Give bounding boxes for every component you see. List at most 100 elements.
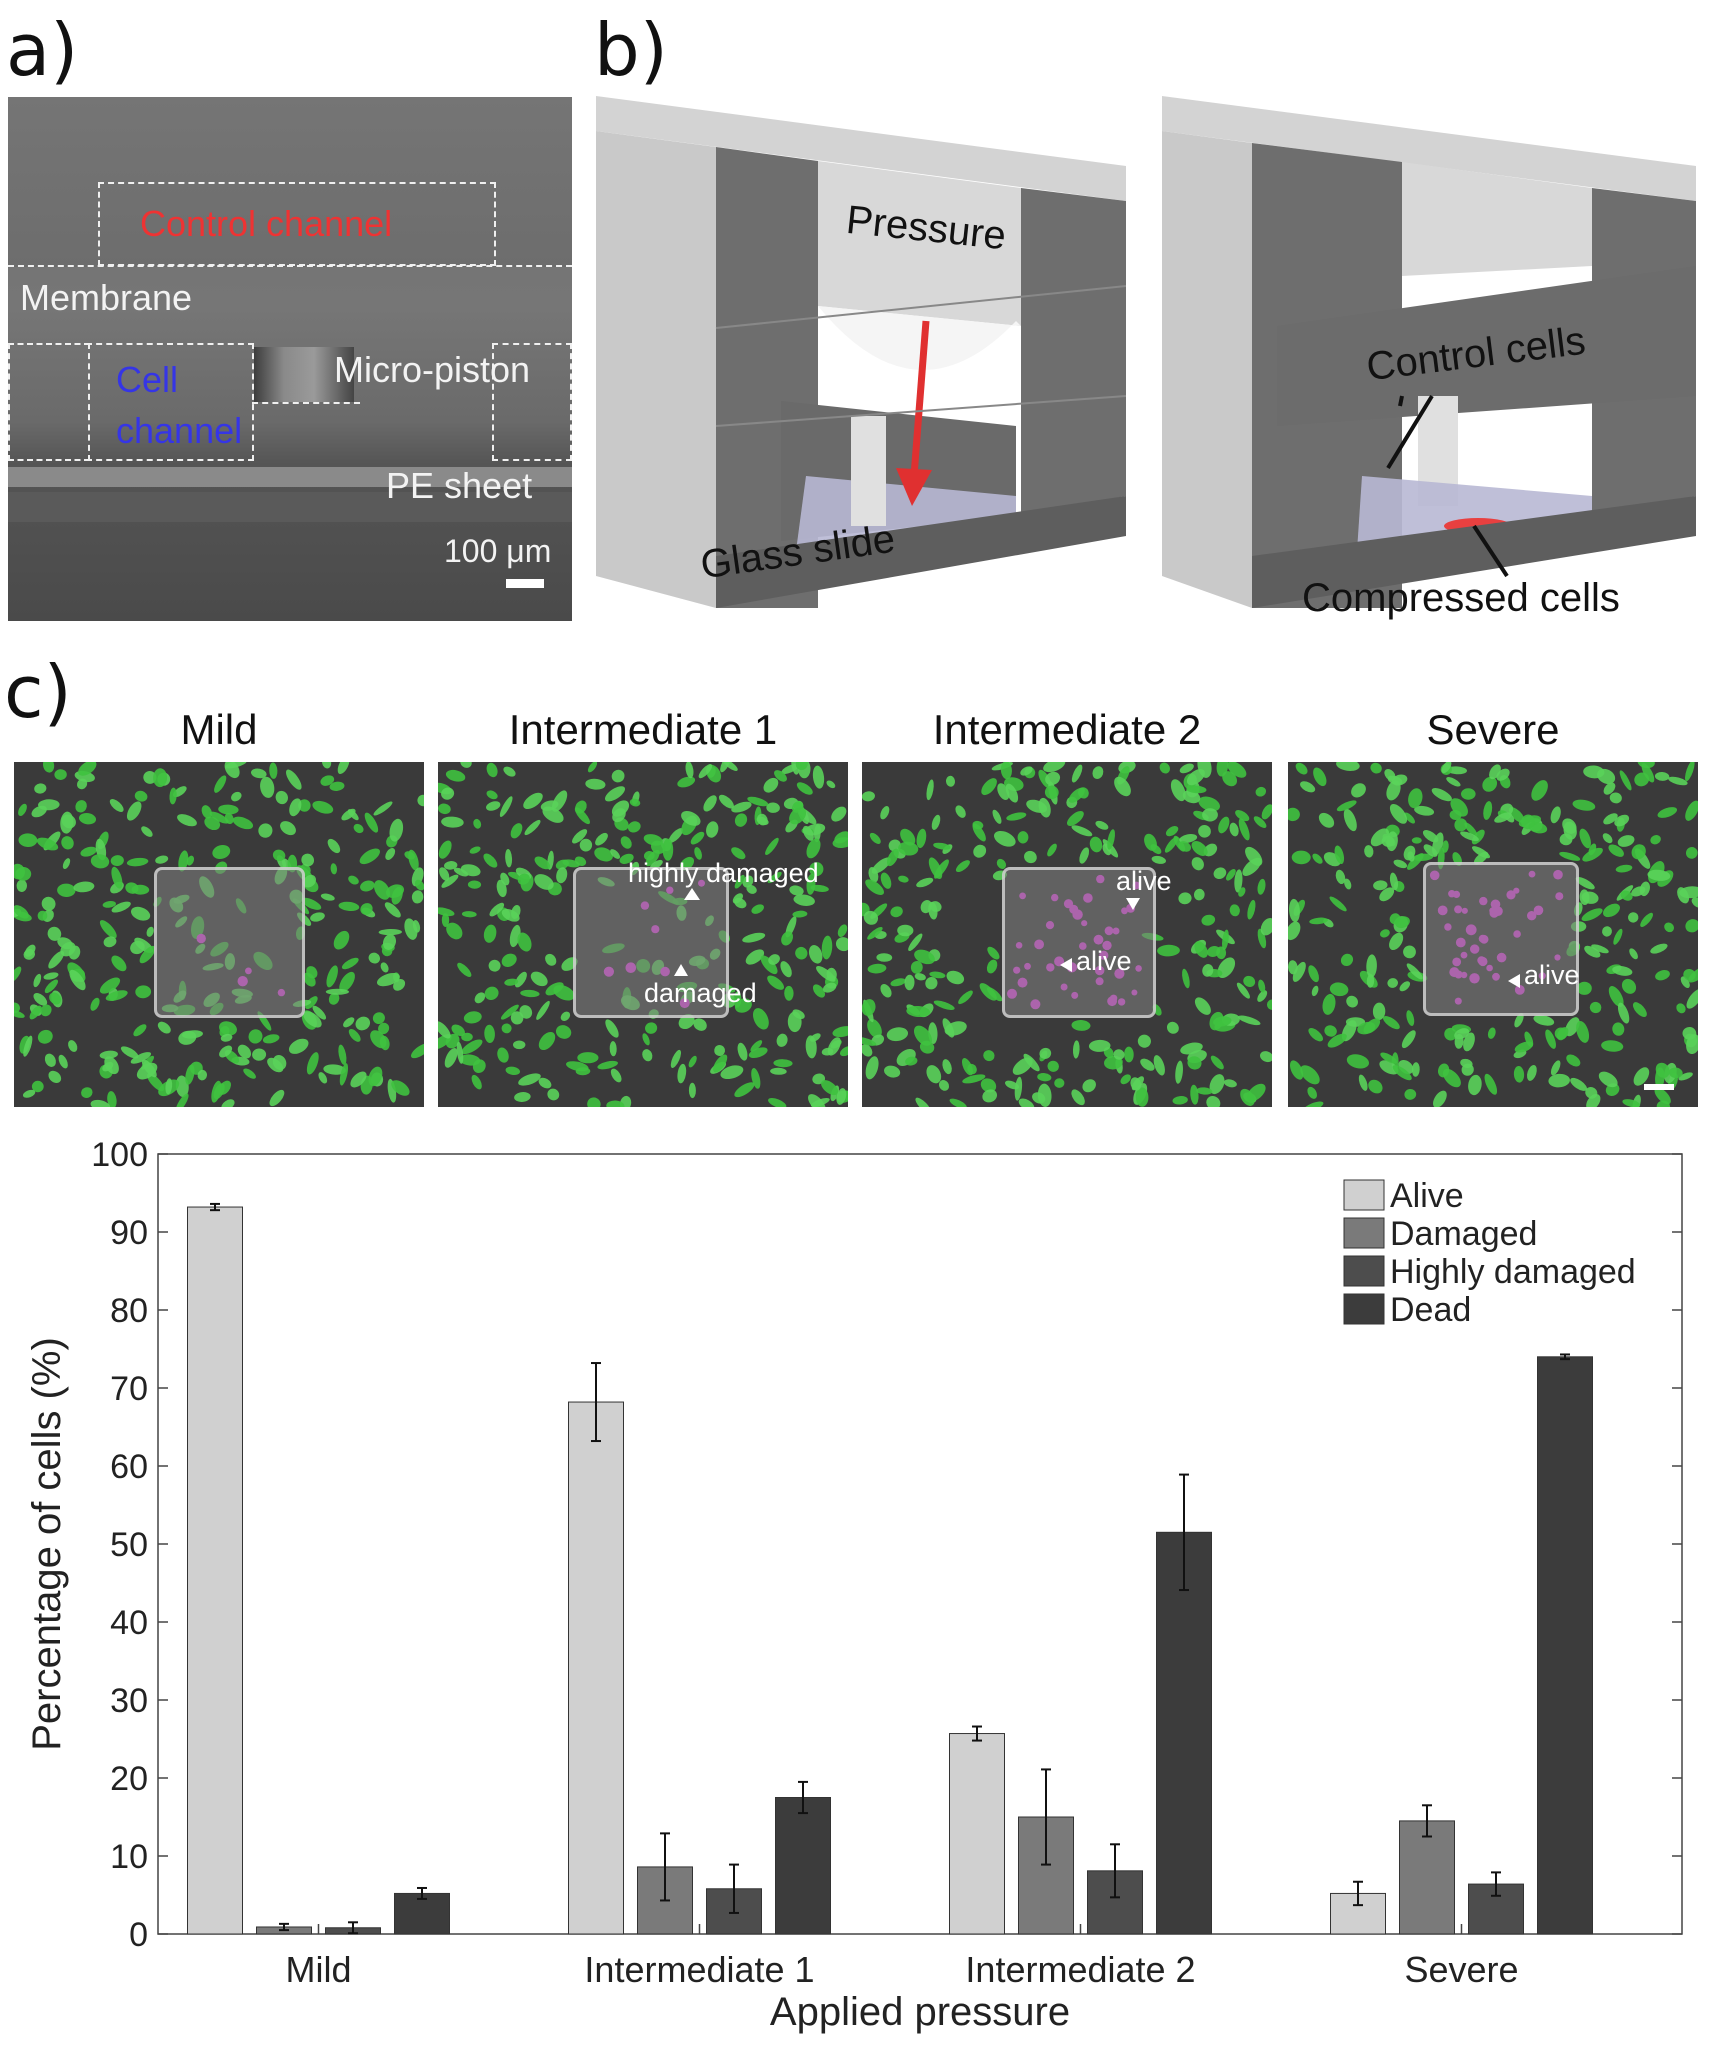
live-cell: [1524, 1031, 1534, 1048]
live-cell: [275, 790, 288, 805]
y-tick-label: 70: [110, 1370, 148, 1408]
left-wall-outline: [8, 343, 90, 461]
live-cell: [78, 813, 97, 825]
live-cell: [58, 1054, 68, 1069]
live-cell: [514, 971, 527, 988]
live-cell: [1433, 1090, 1447, 1107]
live-cell: [1157, 944, 1180, 957]
live-cell: [107, 1091, 117, 1107]
live-cell: [767, 975, 784, 990]
live-cell: [453, 867, 469, 877]
live-cell: [1266, 999, 1272, 1010]
live-cell: [821, 1080, 839, 1096]
live-cell: [1253, 816, 1267, 828]
live-cell: [1290, 1060, 1304, 1080]
live-cell: [1389, 803, 1408, 824]
live-cell: [341, 808, 356, 821]
live-cell: [411, 890, 424, 904]
live-cell: [698, 764, 713, 779]
live-cell: [835, 937, 848, 952]
live-cell: [915, 1097, 932, 1107]
live-cell: [201, 805, 212, 819]
live-cell: [1386, 831, 1398, 852]
live-cell: [1346, 995, 1358, 1008]
live-cell: [579, 838, 593, 852]
live-cell: [471, 1074, 482, 1090]
live-cell: [946, 970, 965, 985]
live-cell: [1633, 1067, 1650, 1086]
live-cell: [986, 959, 998, 974]
live-cell: [1413, 853, 1434, 861]
live-cell: [611, 800, 630, 817]
live-cell: [348, 1028, 361, 1042]
live-cell: [341, 957, 359, 970]
live-cell: [305, 996, 318, 1009]
live-cell: [1191, 840, 1208, 857]
live-cell: [1318, 812, 1335, 828]
live-cell: [812, 984, 826, 998]
live-cell: [677, 776, 696, 788]
live-cell: [339, 1063, 349, 1086]
live-cell: [169, 787, 177, 805]
live-cell: [742, 932, 766, 943]
live-cell: [802, 825, 814, 841]
live-cell: [553, 985, 575, 1001]
live-cell: [372, 1012, 385, 1024]
live-cell: [520, 989, 540, 998]
live-cell: [888, 839, 901, 852]
live-cell: [773, 1059, 793, 1068]
live-cell: [792, 801, 804, 811]
live-cell: [486, 762, 498, 778]
cell-layer: [862, 762, 1272, 1107]
live-cell: [57, 883, 76, 898]
live-cell: [1446, 777, 1461, 787]
live-cell: [1454, 1033, 1464, 1049]
live-cell: [972, 820, 984, 830]
bar: [394, 1892, 450, 1935]
live-cell: [501, 1023, 512, 1034]
micro-piston-label: Micro-piston: [334, 349, 531, 390]
live-cell: [1629, 948, 1638, 960]
live-cell: [780, 961, 792, 978]
live-cell: [611, 769, 625, 783]
live-cell: [1190, 1084, 1199, 1105]
live-cell: [438, 907, 455, 917]
live-cell: [157, 1021, 171, 1034]
live-cell: [880, 984, 892, 998]
live-cell: [900, 828, 916, 846]
scale-bar-label: 100 μm: [444, 533, 552, 569]
live-cell: [1194, 941, 1208, 958]
live-cell: [40, 1004, 52, 1017]
live-cell: [834, 831, 848, 844]
live-cell: [1508, 807, 1525, 823]
live-cell: [916, 877, 934, 888]
live-cell: [980, 1078, 997, 1093]
live-cell: [1613, 928, 1623, 945]
live-cell: [737, 1042, 748, 1061]
live-cell: [1383, 1016, 1400, 1030]
live-cell: [378, 1022, 390, 1035]
y-tick-label: 100: [91, 1136, 148, 1174]
live-cell: [1092, 766, 1104, 779]
live-cell: [1364, 845, 1374, 858]
live-cell: [1114, 776, 1131, 797]
live-cell: [272, 849, 286, 861]
live-cell: [18, 803, 27, 817]
live-cell: [642, 1049, 653, 1062]
live-cell: [955, 805, 966, 818]
live-cell: [920, 900, 932, 914]
live-cell: [898, 875, 909, 883]
live-cell: [823, 982, 837, 993]
live-cell: [1137, 1034, 1151, 1048]
live-cell: [218, 1080, 232, 1095]
micro-piston-body: [254, 347, 354, 402]
y-tick-label: 0: [129, 1916, 148, 1954]
panel-a-micrograph: Control channel Membrane Cell channel Mi…: [8, 97, 572, 621]
live-cell: [47, 926, 62, 941]
live-cell: [720, 762, 731, 773]
live-cell: [913, 1025, 933, 1046]
live-cell: [333, 930, 350, 950]
cell-channel-label-1: Cell: [116, 359, 179, 400]
live-cell: [910, 961, 923, 974]
live-cell: [1366, 954, 1377, 978]
